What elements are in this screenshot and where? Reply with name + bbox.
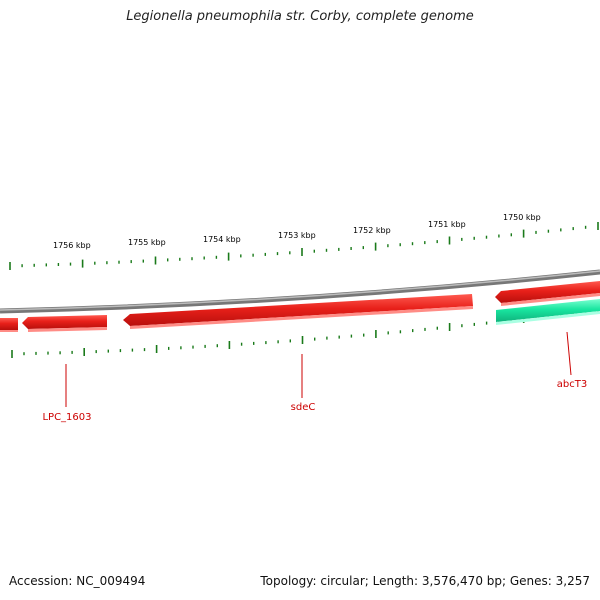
tick-label-1750: 1750 kbp <box>503 213 541 222</box>
outer-minor-ticks <box>9 222 599 270</box>
gene-label-abct3: abcT3 <box>557 379 587 390</box>
leader-line-abct3 <box>566 331 572 376</box>
tick-label-1754: 1754 kbp <box>203 235 241 244</box>
tick-label-1753: 1753 kbp <box>278 231 316 240</box>
gene-feature-abct3 <box>496 299 600 325</box>
tick-labels: 1756 kbp 1755 kbp 1754 kbp 1753 kbp 1752… <box>53 213 541 250</box>
gene-label-lpc-1603: LPC_1603 <box>42 412 91 423</box>
tick-label-1752: 1752 kbp <box>353 226 391 235</box>
genome-backbone-highlight <box>0 270 600 311</box>
gene-feature-left-partial <box>0 318 18 332</box>
genome-backbone <box>0 269 600 314</box>
accession-text: Accession: NC_009494 <box>9 574 146 588</box>
tick-label-1751: 1751 kbp <box>428 220 466 229</box>
gene-feature-lpc-1603 <box>22 315 107 332</box>
gene-feature-sdec <box>123 294 473 329</box>
map-title: Legionella pneumophila str. Corby, compl… <box>126 9 474 24</box>
gene-label-sdec: sdeC <box>291 402 316 413</box>
tick-label-1756: 1756 kbp <box>53 241 91 250</box>
tick-label-1755: 1755 kbp <box>128 238 166 247</box>
gene-feature-right-red <box>495 281 600 306</box>
topology-text: Topology: circular; Length: 3,576,470 bp… <box>260 574 590 588</box>
